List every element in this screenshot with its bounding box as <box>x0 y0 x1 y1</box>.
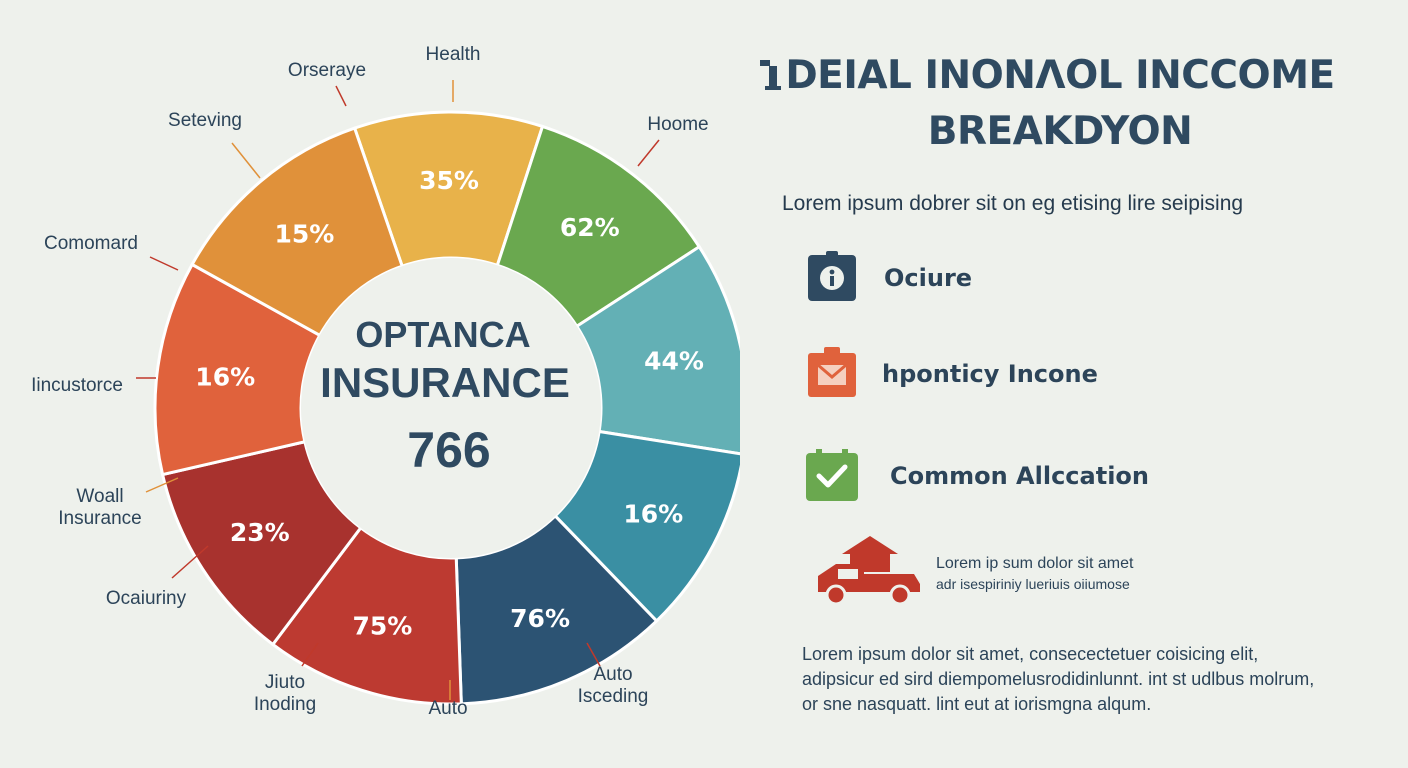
car-note: Lorem ip sum dolor sit amet adr isespiri… <box>814 534 1334 610</box>
slice-value-label: 15% <box>275 219 335 248</box>
center-title-line2: INSURANCE <box>320 359 570 406</box>
info-panel: DEIAL INONΛOL INCCOME BREAKDYON Lorem ip… <box>740 0 1380 768</box>
category-label: Comomard <box>44 233 138 254</box>
slice-value-label: 44% <box>644 347 704 376</box>
category-label: Auto <box>428 698 467 719</box>
envelope-icon <box>808 347 856 397</box>
panel-title-line2: BREAKDYON <box>927 109 1193 154</box>
category-label: Insurance <box>58 508 141 529</box>
legend-item-common-allocation: Common Allccation <box>806 449 1326 501</box>
category-label: Inoding <box>254 694 316 715</box>
leader-line <box>145 477 179 493</box>
car-house-icon <box>818 536 920 606</box>
description-paragraph: Lorem ipsum dolor sit amet, consecectetu… <box>802 644 1315 714</box>
legend-item-ociure: Ociure <box>806 251 1326 303</box>
category-label: Health <box>426 44 481 65</box>
legend-label-policy-income: hponticy Incone <box>882 360 1098 388</box>
slice-value-label: 23% <box>230 518 290 547</box>
panel-subtitle: Lorem ipsum dobrer sit on eg etising lir… <box>782 192 1244 215</box>
category-label: Jiuto <box>265 672 305 693</box>
leader-line <box>149 256 179 271</box>
slice-value-label: 35% <box>419 166 479 195</box>
slice-value-label: 16% <box>623 499 683 528</box>
category-label: Hoome <box>647 114 708 135</box>
legend-item-policy-income: hponticy Incone <box>806 347 1326 399</box>
panel-title-line1: DEIAL INONΛOL INCCOME <box>785 53 1335 98</box>
leader-line <box>586 642 601 667</box>
car-note-line1: Lorem ip sum dolor sit amet <box>936 555 1134 572</box>
slice-value-label: 16% <box>195 362 255 391</box>
checkmark-icon <box>806 449 858 501</box>
category-label: Auto <box>593 664 632 685</box>
category-label: Seteving <box>168 110 242 131</box>
category-label: Isceding <box>578 686 649 707</box>
slice-value-label: 76% <box>510 604 570 633</box>
leader-line <box>231 142 261 179</box>
donut-slices <box>153 110 740 706</box>
donut-hole <box>301 258 601 558</box>
legend-label-ociure: Ociure <box>884 264 973 292</box>
donut-chart: 35% 62% 44% 16% 76% 75% 23% 16% 15% Health Hoome A… <box>31 44 740 719</box>
slice-value-label: 75% <box>353 611 413 640</box>
category-labels: HealthHoomeAutoIscedingAutoJiutoInodingO… <box>31 44 709 719</box>
category-label: Ocaiuriny <box>106 588 187 609</box>
leader-line <box>335 85 347 107</box>
hammer-icon <box>760 60 781 90</box>
leader-line <box>301 642 319 667</box>
center-title-line1: OPTANCA <box>355 314 530 355</box>
category-label: Iincustorce <box>31 375 123 396</box>
car-note-line2: adr isespiriniy lueriuis oiiumose <box>936 576 1130 592</box>
center-value: 766 <box>407 422 490 478</box>
category-label: Woall <box>76 486 123 507</box>
leader-lines <box>136 80 660 700</box>
category-label: Orseraye <box>288 60 366 81</box>
info-badge-icon <box>808 251 856 301</box>
leader-line <box>171 545 209 579</box>
slice-value-labels: 35% 62% 44% 16% 76% 75% 23% 16% 15% <box>195 166 704 640</box>
slice-value-label: 62% <box>560 213 620 242</box>
legend-label-common-allocation: Common Allccation <box>890 462 1149 490</box>
leader-line <box>637 139 660 167</box>
